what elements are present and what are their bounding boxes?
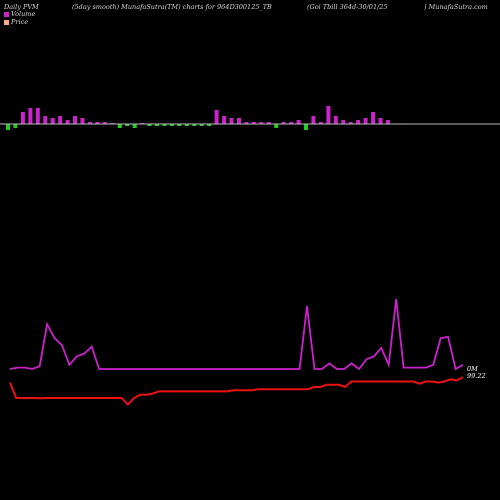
volume-bar (371, 112, 376, 124)
site-name: ) MunafaSutra.com (424, 3, 488, 11)
volume-bar (266, 122, 271, 124)
volume-bar (13, 124, 18, 128)
volume-bar (289, 122, 294, 124)
volume-bar (378, 118, 383, 124)
volume-bar (155, 124, 159, 126)
volume-bar (207, 124, 212, 126)
volume-bar (43, 116, 48, 124)
volume-bar (237, 118, 241, 124)
volume-bar (341, 120, 346, 124)
legend-price: Price (4, 18, 28, 26)
legend-volume-label: Volume (11, 10, 36, 18)
volume-bars (6, 106, 390, 130)
volume-bar (125, 124, 130, 126)
legend-price-label: Price (11, 18, 29, 26)
price-end-label: 99.22 (467, 372, 486, 380)
volume-end-label: 0M (467, 365, 478, 373)
volume-bar (88, 122, 92, 124)
volume-bar (244, 122, 249, 124)
volume-bar (35, 108, 40, 124)
volume-bar (6, 124, 10, 130)
volume-bar (229, 118, 234, 124)
volume-bar (214, 110, 219, 124)
volume-bar (333, 116, 338, 124)
volume-bar (199, 124, 204, 126)
instrument-name: (Goi Tbill 364d-30/01/25 (307, 3, 388, 11)
volume-bar (80, 118, 85, 124)
volume-bar (162, 124, 167, 126)
volume-bar (169, 124, 174, 126)
volume-bar (102, 122, 107, 124)
volume-bar (348, 122, 353, 124)
volume-bar (251, 122, 256, 124)
volume-bar (177, 124, 182, 126)
volume-bar (274, 124, 279, 128)
volume-bar (259, 122, 264, 124)
volume-bar (58, 116, 63, 124)
chart-subtitle: (5day smooth) MunafaSutra(TM) charts for… (72, 3, 272, 11)
volume-bar (147, 124, 152, 126)
volume-swatch-icon (4, 11, 9, 17)
chart-type-label: Daily PVM (4, 3, 39, 11)
volume-smooth-line (9, 298, 464, 371)
volume-bar (311, 116, 316, 124)
volume-bar (296, 120, 301, 124)
volume-bar (192, 124, 197, 126)
volume-bar (117, 124, 122, 128)
price-swatch-icon (4, 19, 9, 25)
volume-bar (28, 108, 33, 124)
volume-bar (363, 118, 368, 124)
volume-bar (50, 118, 55, 124)
price-line (9, 376, 464, 407)
volume-bar (304, 124, 308, 130)
volume-bar (184, 124, 189, 126)
volume-bar (318, 122, 323, 124)
volume-bar (356, 120, 361, 124)
legend-volume: Volume (4, 10, 35, 18)
volume-bar (385, 120, 390, 124)
volume-bar (132, 124, 137, 128)
volume-bar (222, 116, 227, 124)
volume-bar (95, 122, 100, 124)
volume-bar (20, 112, 25, 124)
volume-bar (326, 106, 331, 124)
volume-bar (65, 120, 70, 124)
volume-bar (281, 122, 286, 124)
volume-bar (73, 116, 77, 124)
